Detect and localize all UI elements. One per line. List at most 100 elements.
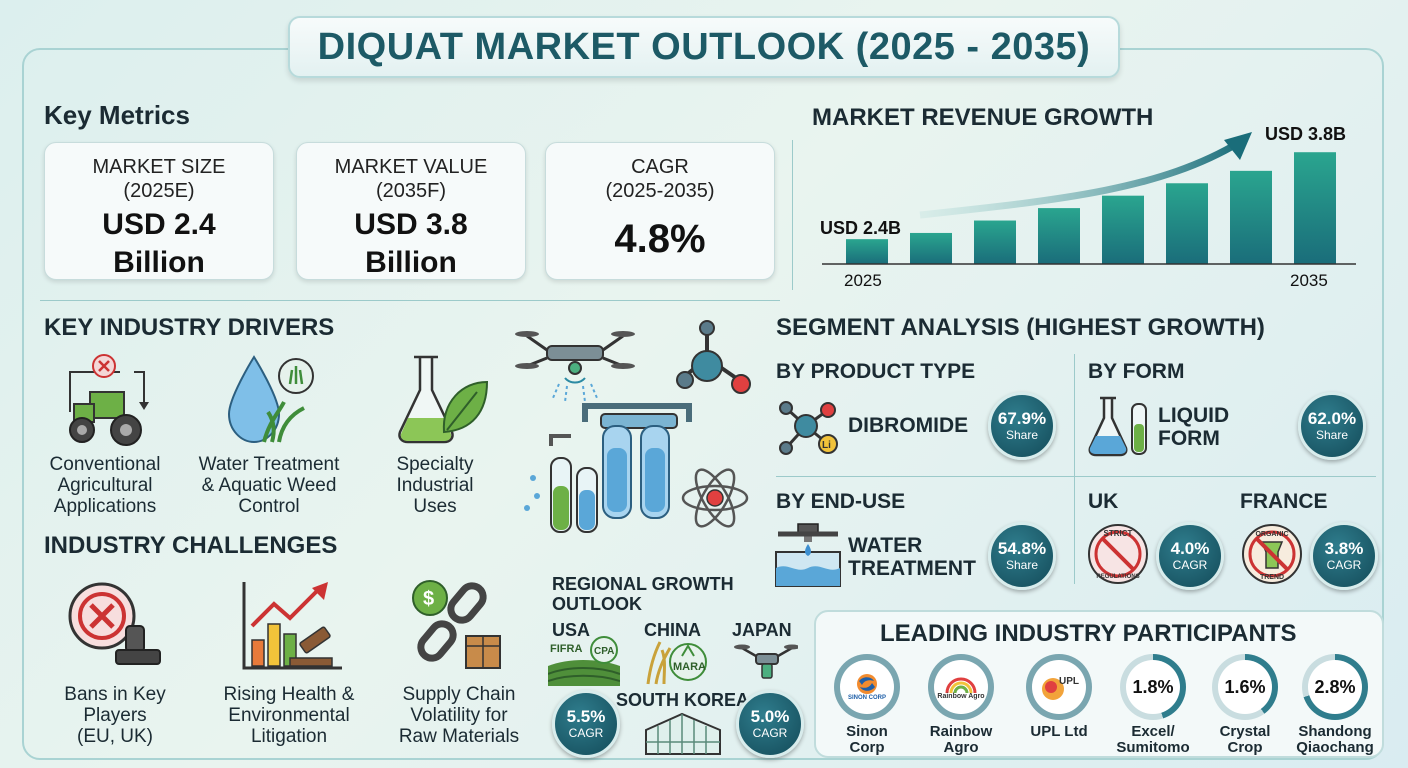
uk-badge: 4.0% CAGR (1156, 522, 1224, 590)
participant-logo-rainbow: Rainbow Agro (928, 654, 994, 720)
svg-text:UPL: UPL (1059, 676, 1079, 687)
participant-name: Rainbow Agro (929, 723, 993, 756)
participant-name: Crystal Crop (1219, 723, 1271, 756)
challenge-label: Supply Chain Volatility for Raw Material… (398, 684, 520, 747)
usa-badge: 5.5% CAGR (552, 690, 620, 758)
participant-logo-sinon: SINON CORP (834, 654, 900, 720)
product-type-badge: 67.9% Share (988, 392, 1056, 460)
svg-text:ORGANIC: ORGANIC (1255, 531, 1288, 538)
svg-text:FIFRA: FIFRA (550, 643, 582, 655)
molecule-icon (676, 320, 751, 394)
tractor-icon (69, 354, 149, 446)
revenue-bar-7 (1294, 152, 1336, 264)
regional-heading: REGIONAL GROWTH OUTLOOK (552, 574, 734, 614)
ban-stamp-icon (68, 582, 161, 665)
svg-text:$: $ (423, 588, 434, 610)
revenue-bar-2 (974, 220, 1016, 264)
divider (1074, 354, 1075, 584)
south-korea-badge: 5.0% CAGR (736, 690, 804, 758)
driver-label: Water Treatment & Aquatic Weed Control (198, 454, 340, 517)
usa-field-icon: FIFRA CPA (548, 636, 620, 686)
challenges-heading: INDUSTRY CHALLENGES (44, 532, 338, 559)
metric-label-sub: (2025E) (123, 180, 195, 202)
strict-regulations-stamp-icon: STRICT REGULATIONS (1088, 524, 1148, 584)
svg-text:TREND: TREND (1260, 574, 1284, 581)
liquid-flask-icon (1088, 396, 1147, 457)
revenue-bar-5 (1166, 183, 1208, 264)
form-head: BY FORM (1088, 360, 1185, 383)
challenge-label: Bans in Key Players (EU, UK) (64, 684, 166, 747)
divider (776, 476, 1376, 477)
metric-label: MARKET SIZE (92, 156, 226, 178)
participant-name: Sinon Corp (846, 723, 888, 756)
page-title: DIQUAT MARKET OUTLOOK (2025 - 2035) (317, 25, 1091, 68)
test-tubes-icon (524, 434, 598, 533)
participant-share-excel: 1.8% (1120, 654, 1186, 720)
product-type-name: DIBROMIDE (848, 414, 969, 437)
drivers-heading: KEY INDUSTRY DRIVERS (44, 314, 335, 341)
metric-value: USD 2.4 (102, 208, 216, 241)
metric-label: MARKET VALUE (334, 156, 488, 178)
svg-text:Li: Li (822, 440, 831, 451)
participants-panel: LEADING INDUSTRY PARTICIPANTS SINON CORP… (814, 610, 1384, 758)
start-value-label: USD 2.4B (820, 218, 901, 238)
revenue-bar-6 (1230, 170, 1272, 264)
form-badge: 62.0% Share (1298, 392, 1366, 460)
metric-value: USD 3.8 (354, 208, 468, 241)
revenue-bar-1 (910, 232, 952, 264)
participant-logo-upl: UPL (1026, 654, 1092, 720)
usa-label: USA (552, 620, 591, 640)
driver-label: Conventional Agricultural Applications (49, 454, 161, 517)
form-name: LIQUID FORM (1158, 404, 1230, 450)
challenge-label: Rising Health & Environmental Litigation (223, 684, 355, 747)
growth-arrow-head (1224, 132, 1252, 160)
water-tap-icon (775, 523, 841, 587)
segment-heading: SEGMENT ANALYSIS (HIGHEST GROWTH) (776, 314, 1265, 341)
growth-arrow-line (919, 138, 1242, 219)
japan-drone-icon (734, 644, 798, 679)
x-start-tick: 2025 (844, 271, 882, 290)
revenue-chart: USD 2.4B USD 3.8B 2025 2035 (820, 124, 1356, 290)
participant-name: UPL Ltd (1030, 723, 1088, 740)
participants-heading: LEADING INDUSTRY PARTICIPANTS (880, 620, 1297, 647)
metric-card-market-value: MARKET VALUE (2035F) USD 3.8 Billion (296, 142, 526, 280)
rainbow-logo-icon (945, 677, 977, 693)
metric-label-sub: (2035F) (375, 180, 447, 202)
key-metrics-heading: Key Metrics (44, 100, 190, 130)
water-drop-icon (227, 355, 314, 444)
end-value-label: USD 3.8B (1265, 124, 1346, 144)
china-label: CHINA (644, 620, 701, 640)
metric-label: CAGR (631, 156, 689, 178)
metric-value-unit: Billion (365, 246, 457, 279)
greenhouse-icon (645, 712, 721, 755)
metric-card-cagr: CAGR (2025-2035) 4.8% (545, 142, 775, 280)
divider (792, 140, 793, 290)
flask-leaf-icon (398, 355, 489, 444)
metric-value: 4.8% (614, 217, 706, 261)
japan-label: JAPAN (732, 620, 792, 640)
participant-share-shandong: 2.8% (1302, 654, 1368, 720)
participant-name: Excel/ Sumitomo (1116, 723, 1190, 756)
end-use-badge: 54.8% Share (988, 522, 1056, 590)
organic-trend-stamp-icon: ORGANIC TREND (1242, 524, 1302, 584)
svg-text:MARA: MARA (673, 661, 706, 673)
participant-name: Shandong Qiaochang (1296, 723, 1374, 756)
water-treatment-illustration (515, 320, 751, 533)
sinon-logo-icon (857, 674, 877, 694)
chart-title: MARKET REVENUE GROWTH (812, 104, 1154, 131)
revenue-bar-3 (1038, 208, 1080, 264)
end-use-name: WATER TREATMENT (848, 534, 976, 580)
divider (40, 300, 780, 301)
metric-label-sub: (2025-2035) (605, 180, 715, 202)
title-banner: DIQUAT MARKET OUTLOOK (2025 - 2035) (288, 16, 1120, 78)
revenue-bar-4 (1102, 195, 1144, 264)
france-badge: 3.8% CAGR (1310, 522, 1378, 590)
metric-card-market-size: MARKET SIZE (2025E) USD 2.4 Billion (44, 142, 274, 280)
south-korea-label: SOUTH KOREA (616, 690, 750, 710)
atom-icon (681, 468, 749, 528)
litigation-chart-icon (242, 582, 342, 670)
filter-tanks-icon (582, 403, 692, 519)
revenue-bar-0 (846, 239, 888, 264)
rice-plant-icon: MARA (646, 641, 707, 685)
dibromide-molecule-icon: Li (779, 401, 838, 455)
